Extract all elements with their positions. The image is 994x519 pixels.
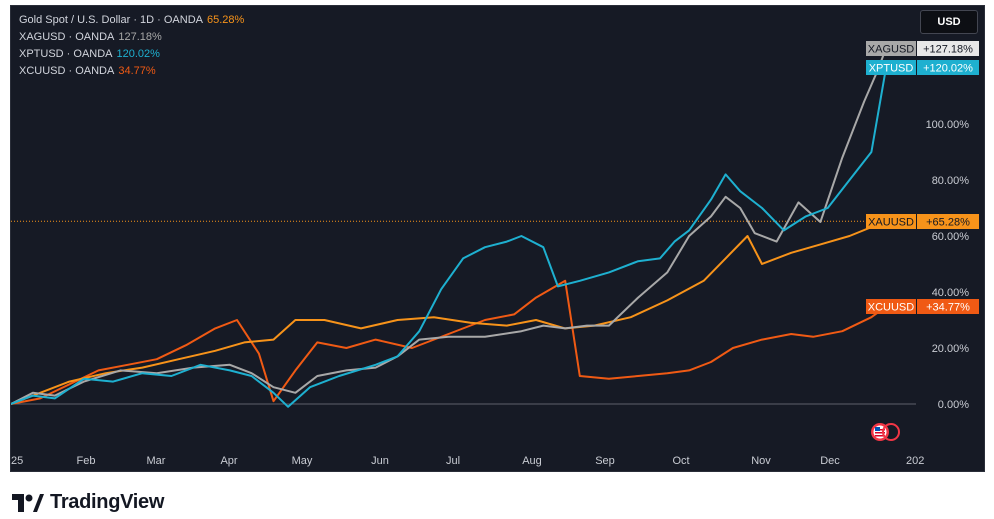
series-line-xptusd[interactable] [11, 67, 887, 408]
x-tick-label: Nov [751, 455, 771, 467]
legend-value: 127.18% [118, 31, 162, 43]
chart-svg[interactable]: 100.00% 80.00% 60.00% 40.00% 20.00% 0.00% 25 F… [11, 6, 985, 472]
chart-panel[interactable]: 100.00% 80.00% 60.00% 40.00% 20.00% 0.00% 25 F… [10, 5, 985, 472]
y-tick-label: 100.00% [926, 119, 970, 131]
y-tick-label: 40.00% [932, 287, 970, 299]
price-badge-xauusd: XAUUSD +65.28% [866, 214, 979, 229]
legend-name: Gold Spot / U.S. Dollar · 1D · OANDA [19, 14, 203, 26]
series-layer [11, 47, 887, 408]
legend-row-silver[interactable]: XAGUSD · OANDA 127.18% [19, 29, 244, 46]
brand-name: TradingView [50, 491, 165, 513]
x-tick-label: Feb [77, 455, 96, 467]
series-line-xauusd[interactable] [11, 220, 887, 405]
series-line-xcuusd[interactable] [11, 279, 887, 405]
badge-symbol: XAUUSD [868, 217, 914, 229]
badge-symbol: XCUUSD [868, 302, 915, 314]
currency-button[interactable]: USD [920, 10, 978, 34]
x-tick-label: Jul [446, 455, 460, 467]
y-tick-label: 60.00% [932, 231, 970, 243]
y-axis: 100.00% 80.00% 60.00% 40.00% 20.00% 0.00% [926, 119, 970, 411]
us-flag-icon[interactable] [871, 423, 900, 441]
badge-symbol: XAGUSD [868, 44, 915, 56]
legend-row-copper[interactable]: XCUUSD · OANDA 34.77% [19, 63, 244, 80]
tradingview-logo-icon [12, 493, 44, 512]
legend-row-platinum[interactable]: XPTUSD · OANDA 120.02% [19, 46, 244, 63]
x-tick-label: Oct [672, 455, 689, 467]
y-tick-label: 20.00% [932, 343, 970, 355]
badge-value: +34.77% [926, 302, 970, 314]
x-tick-label: 25 [11, 455, 23, 467]
legend-row-gold[interactable]: Gold Spot / U.S. Dollar · 1D · OANDA 65.2… [19, 12, 244, 29]
x-tick-label: Jun [371, 455, 389, 467]
badge-symbol: XPTUSD [869, 63, 914, 75]
chart-legend: Gold Spot / U.S. Dollar · 1D · OANDA 65.2… [19, 12, 244, 80]
price-badge-xptusd: XPTUSD +120.02% [866, 60, 979, 75]
series-line-xagusd[interactable] [11, 47, 887, 405]
x-tick-label: Apr [220, 455, 237, 467]
price-badges: XAGUSD +127.18% XPTUSD +120.02% XAUUSD +65.28… [866, 41, 979, 314]
legend-value: 120.02% [116, 48, 160, 60]
x-axis: 25 Feb Mar Apr May Jun Jul Aug Sep Oct Nov Dec 202 [11, 455, 924, 467]
x-tick-label: Aug [522, 455, 542, 467]
price-badge-xcuusd: XCUUSD +34.77% [866, 299, 979, 314]
legend-name: XAGUSD · OANDA [19, 31, 115, 43]
x-tick-label: Sep [595, 455, 615, 467]
x-tick-label: May [292, 455, 313, 467]
x-tick-label: Dec [820, 455, 840, 467]
badge-value: +65.28% [926, 217, 970, 229]
legend-value: 65.28% [207, 14, 245, 26]
y-tick-label: 80.00% [932, 175, 970, 187]
tradingview-logo[interactable]: TradingView [12, 491, 164, 514]
price-badge-xagusd: XAGUSD +127.18% [866, 41, 979, 56]
y-tick-label: 0.00% [938, 399, 969, 411]
legend-name: XPTUSD · OANDA [19, 48, 113, 60]
legend-name: XCUUSD · OANDA [19, 65, 115, 77]
legend-value: 34.77% [118, 65, 156, 77]
x-tick-label: Mar [147, 455, 166, 467]
badge-value: +127.18% [923, 44, 973, 56]
badge-value: +120.02% [923, 63, 973, 75]
x-tick-label: 202 [906, 455, 924, 467]
